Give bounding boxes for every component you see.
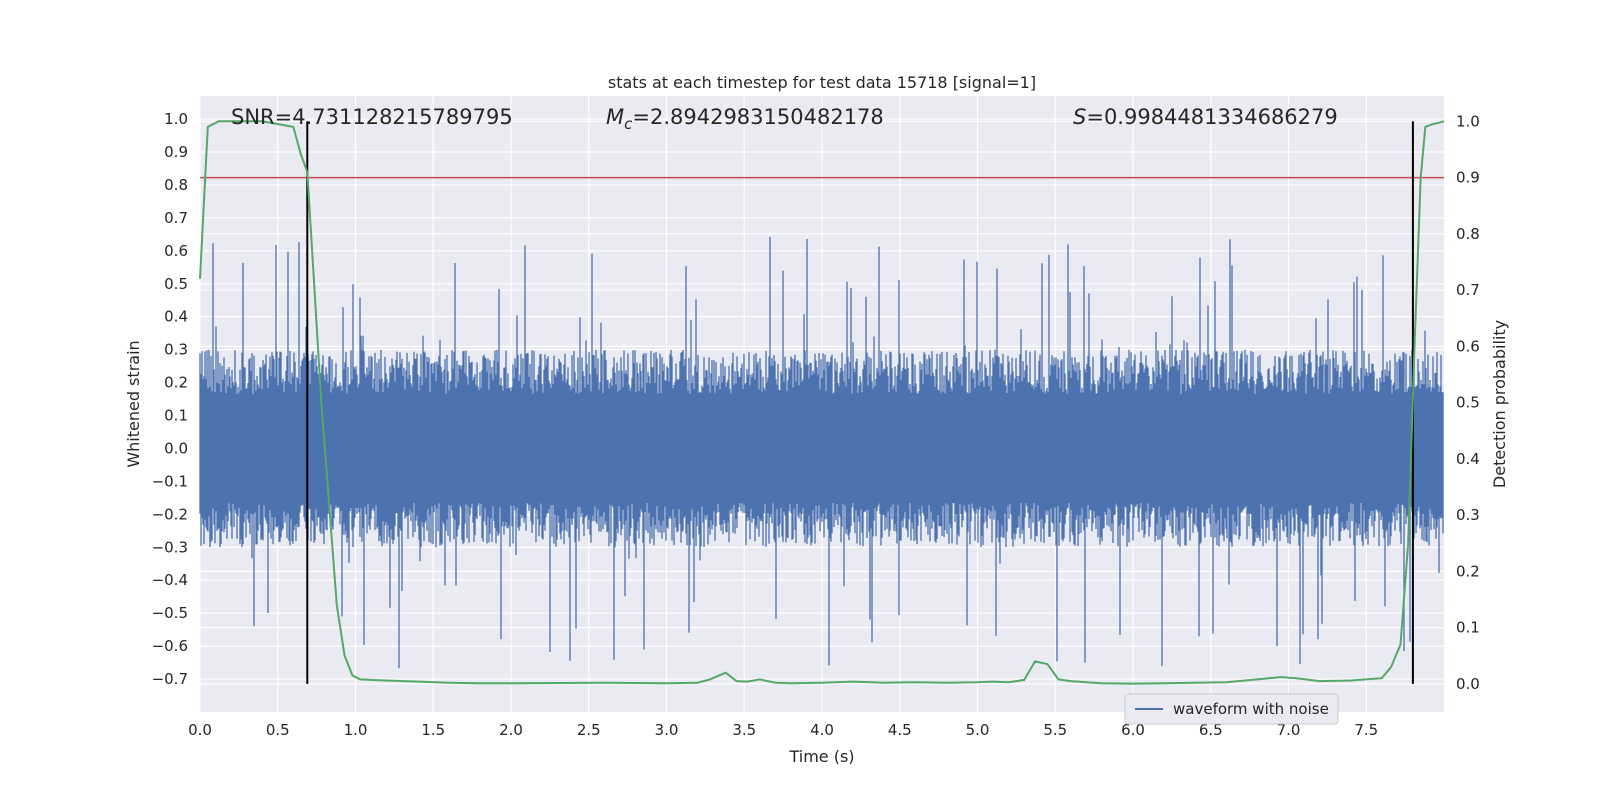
- y-tick-label: −0.2: [152, 505, 188, 523]
- y2-tick-label: 0.3: [1456, 506, 1480, 524]
- significance-value: =0.9984481334686279: [1086, 105, 1337, 129]
- snr-annotation: SNR=4.731128215789795: [231, 105, 513, 129]
- significance-annotation: S=0.9984481334686279: [1073, 105, 1338, 129]
- x-tick-label: 3.5: [732, 721, 756, 739]
- y-tick-labels: 1.0 0.9 0.8 0.7 0.6 0.5 0.4 0.3 0.2 0.1 0.0 −0.1 −0.…: [152, 110, 188, 688]
- x-tick-label: 2.5: [577, 721, 601, 739]
- x-tick-label: 4.0: [810, 721, 834, 739]
- legend-label-waveform: waveform with noise: [1173, 700, 1329, 718]
- x-tick-label: 1.0: [344, 721, 368, 739]
- y-tick-label: −0.4: [152, 571, 188, 589]
- legend-box: [1124, 693, 1339, 725]
- x-tick-label: 7.0: [1277, 721, 1301, 739]
- x-tick-label: 2.0: [499, 721, 523, 739]
- x-tick-label: 6.0: [1121, 721, 1145, 739]
- y2-tick-label: 0.7: [1456, 281, 1480, 299]
- x-tick-label: 5.5: [1043, 721, 1067, 739]
- y-tick-label: 0.3: [164, 341, 188, 359]
- y2-tick-labels: 1.0 0.9 0.8 0.7 0.6 0.5 0.4 0.3 0.2 0.1 0.0: [1456, 112, 1480, 693]
- y-tick-label: −0.6: [152, 637, 188, 655]
- x-tick-label: 0.5: [266, 721, 290, 739]
- y-tick-label: 1.0: [164, 110, 188, 128]
- chirp-mass-value: =2.8942983150482178: [632, 105, 883, 129]
- x-tick-label: 3.0: [655, 721, 679, 739]
- y2-tick-label: 0.2: [1456, 562, 1480, 580]
- y2-tick-label: 0.1: [1456, 619, 1480, 637]
- chirp-mass-annotation: Mc=2.8942983150482178: [606, 105, 884, 133]
- chirp-mass-subscript: c: [624, 115, 633, 133]
- x-tick-label: 1.5: [421, 721, 445, 739]
- y-tick-label: 0.9: [164, 143, 188, 161]
- legend: waveform with noise: [1124, 693, 1339, 725]
- y2-axis-label: Detection probability: [1490, 320, 1509, 488]
- y-tick-label: 0.2: [164, 374, 188, 392]
- y-tick-label: 0.6: [164, 242, 188, 260]
- y2-tick-label: 0.9: [1456, 169, 1480, 187]
- significance-symbol: S: [1073, 105, 1086, 129]
- x-tick-label: 4.5: [888, 721, 912, 739]
- y-tick-label: −0.3: [152, 538, 188, 556]
- x-tick-label: 7.5: [1354, 721, 1378, 739]
- y-tick-label: −0.7: [152, 670, 188, 688]
- y-tick-label: 0.1: [164, 407, 188, 425]
- y2-tick-label: 0.5: [1456, 394, 1480, 412]
- y2-tick-label: 0.0: [1456, 675, 1480, 693]
- y-tick-label: 0.5: [164, 275, 188, 293]
- y2-tick-label: 1.0: [1456, 112, 1480, 130]
- x-tick-label: 6.5: [1199, 721, 1223, 739]
- waveform-noise-path: [199, 236, 1444, 669]
- chart-title: stats at each timestep for test data 157…: [608, 73, 1036, 92]
- y2-tick-label: 0.4: [1456, 450, 1480, 468]
- y-tick-label: 0.0: [164, 439, 188, 457]
- y-tick-label: −0.5: [152, 604, 188, 622]
- x-tick-label: 0.0: [188, 721, 212, 739]
- y2-tick-label: 0.6: [1456, 337, 1480, 355]
- y-axis-label: Whitened strain: [124, 340, 143, 467]
- y-tick-label: 0.8: [164, 176, 188, 194]
- x-axis-label: Time (s): [788, 747, 854, 766]
- x-tick-labels: 0.0 0.5 1.0 1.5 2.0 2.5 3.0 3.5 4.0 4.5 5.0 5.5 6.0 6…: [188, 721, 1378, 739]
- x-tick-label: 5.0: [966, 721, 990, 739]
- y-tick-label: −0.1: [152, 472, 188, 490]
- chirp-mass-symbol: M: [606, 105, 624, 129]
- overlay-lines: [199, 120, 1445, 685]
- detection-probability-line: [199, 120, 1445, 685]
- waveform-series: [199, 236, 1444, 669]
- y2-tick-label: 0.8: [1456, 225, 1480, 243]
- y-tick-label: 0.4: [164, 308, 188, 326]
- y-tick-label: 0.7: [164, 209, 188, 227]
